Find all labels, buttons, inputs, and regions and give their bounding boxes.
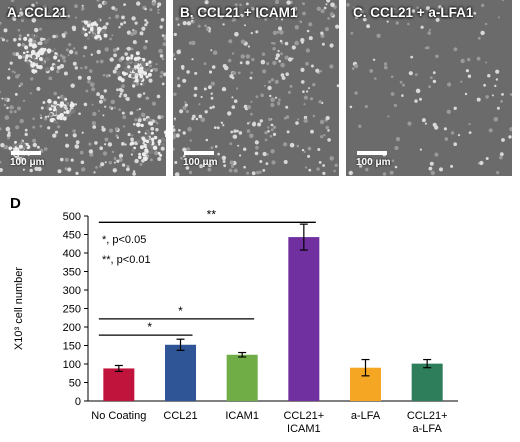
y-tick-label: 250 bbox=[63, 304, 81, 316]
micrograph-image-c bbox=[346, 0, 512, 176]
significance-legend-entry: *, p<0.05 bbox=[102, 234, 146, 246]
significance-marker: * bbox=[147, 320, 152, 334]
significance-legend-entry: **, p<0.01 bbox=[102, 254, 151, 266]
x-tick-label: ICAM1 bbox=[225, 410, 259, 422]
error-bar bbox=[114, 364, 123, 372]
y-tick-label: 500 bbox=[63, 211, 81, 223]
bar bbox=[226, 354, 258, 401]
cell-number-bar-chart: D X10³ cell number 0 50 100 150 200 250 300 350 40… bbox=[10, 195, 458, 435]
chart-panel-label: D bbox=[10, 195, 21, 212]
x-tick-label: CCL21+ a-LFA bbox=[407, 410, 448, 435]
y-tick-label: 0 bbox=[75, 396, 81, 408]
scale-bar-a bbox=[11, 151, 41, 155]
x-tick-label: CCL21 bbox=[163, 410, 197, 422]
scale-label-b: 100 μm bbox=[183, 157, 218, 168]
x-tick-label: a-LFA bbox=[351, 410, 381, 422]
y-tick-label: 400 bbox=[63, 248, 81, 260]
bar bbox=[411, 363, 443, 401]
significance-marker: * bbox=[178, 304, 183, 318]
bar bbox=[288, 237, 320, 401]
error-bar bbox=[361, 358, 370, 377]
micrograph-panel-b: B. CCL21 + ICAM1 100 μm bbox=[173, 0, 339, 176]
y-tick-label: 200 bbox=[63, 322, 81, 334]
y-axis-label: X10³ cell number bbox=[13, 267, 25, 350]
error-bar bbox=[299, 223, 308, 251]
error-bar bbox=[176, 338, 185, 351]
bar bbox=[165, 344, 196, 401]
x-tick-label: CCL21+ ICAM1 bbox=[283, 410, 324, 435]
error-bar bbox=[423, 358, 432, 369]
scale-bar-b bbox=[184, 151, 214, 155]
error-bar bbox=[238, 351, 247, 358]
micrograph-image-b bbox=[173, 0, 339, 176]
scale-label-a: 100 μm bbox=[10, 157, 45, 168]
scale-label-c: 100 μm bbox=[356, 157, 391, 168]
panel-label-c: C. CCL21 + a-LFA1 bbox=[353, 5, 474, 20]
y-tick-label: 300 bbox=[63, 285, 81, 297]
y-tick-label: 450 bbox=[63, 230, 81, 242]
bar bbox=[103, 368, 135, 401]
y-tick-label: 150 bbox=[63, 341, 81, 353]
y-tick-label: 350 bbox=[63, 267, 81, 279]
x-tick-label: No Coating bbox=[91, 410, 146, 422]
significance-marker: ** bbox=[207, 207, 217, 221]
panel-label-a: A. CCL21 bbox=[7, 5, 68, 20]
panel-label-b: B. CCL21 + ICAM1 bbox=[180, 5, 298, 20]
scale-bar-c bbox=[357, 151, 387, 155]
micrograph-panel-c: C. CCL21 + a-LFA1 100 μm bbox=[346, 0, 512, 176]
y-tick-label: 100 bbox=[63, 359, 81, 371]
micrograph-panel-a: A. CCL21 100 μm bbox=[0, 0, 166, 176]
y-tick-label: 50 bbox=[69, 378, 81, 390]
micrograph-image-a bbox=[0, 0, 166, 176]
